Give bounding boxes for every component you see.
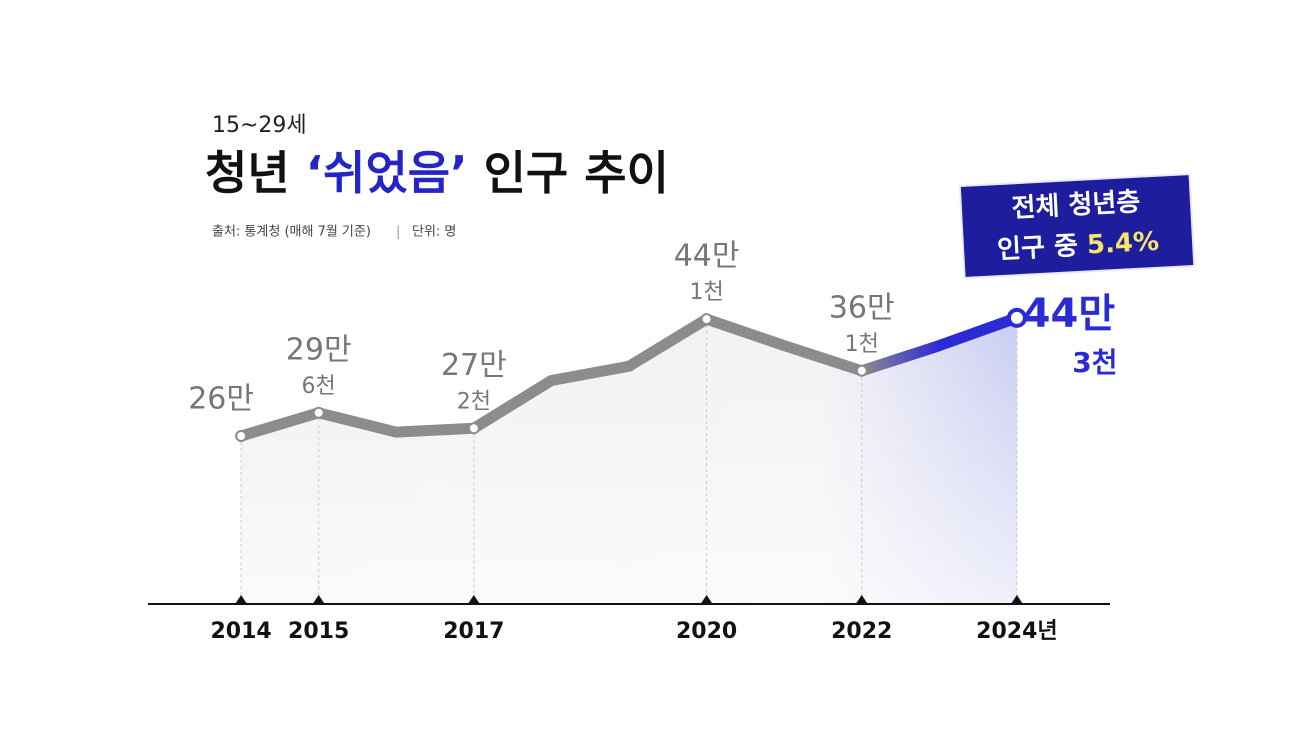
tick-mark [855,595,868,604]
x-tick-label: 2024년 [976,619,1057,644]
tick-mark [312,595,325,604]
annotation-highlight: 5.4% [1086,226,1160,260]
source: 출처: 통계청 (매해 7월 기준) [212,225,371,240]
annotation-box: 전체 청년층 인구 중 5.4% [958,172,1196,280]
annotation-line: 전체 청년층 [1011,187,1141,224]
point [312,406,325,419]
value-label-sub: 6천 [302,374,336,399]
value-label: 44만 [674,239,740,274]
value-label-sub: 2천 [457,389,491,414]
x-tick-label: 2020 [676,619,737,644]
point [235,430,248,443]
area-fade [241,317,1017,604]
subtitle: 15~29세 [212,113,307,138]
unit: 단위: 명 [412,225,456,240]
value-label: 29만 [286,332,352,367]
value-label-sub: 3천 [1072,346,1117,379]
title-part: 인구 추이 [484,146,669,200]
title: 청년 ‘쉬었음’ 인구 추이 [205,146,669,200]
annotation-text: 인구 중 [996,231,1078,265]
separator: | [396,225,400,240]
title-part: 청년 [205,146,290,200]
value-label-sub: 1천 [689,280,723,305]
annotation-bg [958,172,1196,280]
tick-mark [700,595,713,604]
value-label: 44만 [1023,291,1116,337]
point [467,422,480,435]
point [1006,307,1027,328]
title-part: ‘쉬었음’ [306,146,468,200]
value-label: 26만 [188,382,254,417]
x-tick-label: 2015 [288,619,349,644]
x-tick-label: 2014 [210,619,271,644]
value-label-sub: 1천 [845,332,879,357]
x-tick-label: 2017 [443,619,504,644]
value-label: 36만 [829,290,895,325]
point [700,313,713,326]
value-label: 27만 [441,348,507,383]
highlight-line [860,312,1019,377]
point [855,364,868,377]
annotation-line: 인구 중 5.4% [996,226,1159,264]
x-tick-label: 2022 [831,619,892,644]
tick-mark [235,595,248,604]
tick-mark [467,595,480,604]
tick-mark [1010,595,1023,604]
